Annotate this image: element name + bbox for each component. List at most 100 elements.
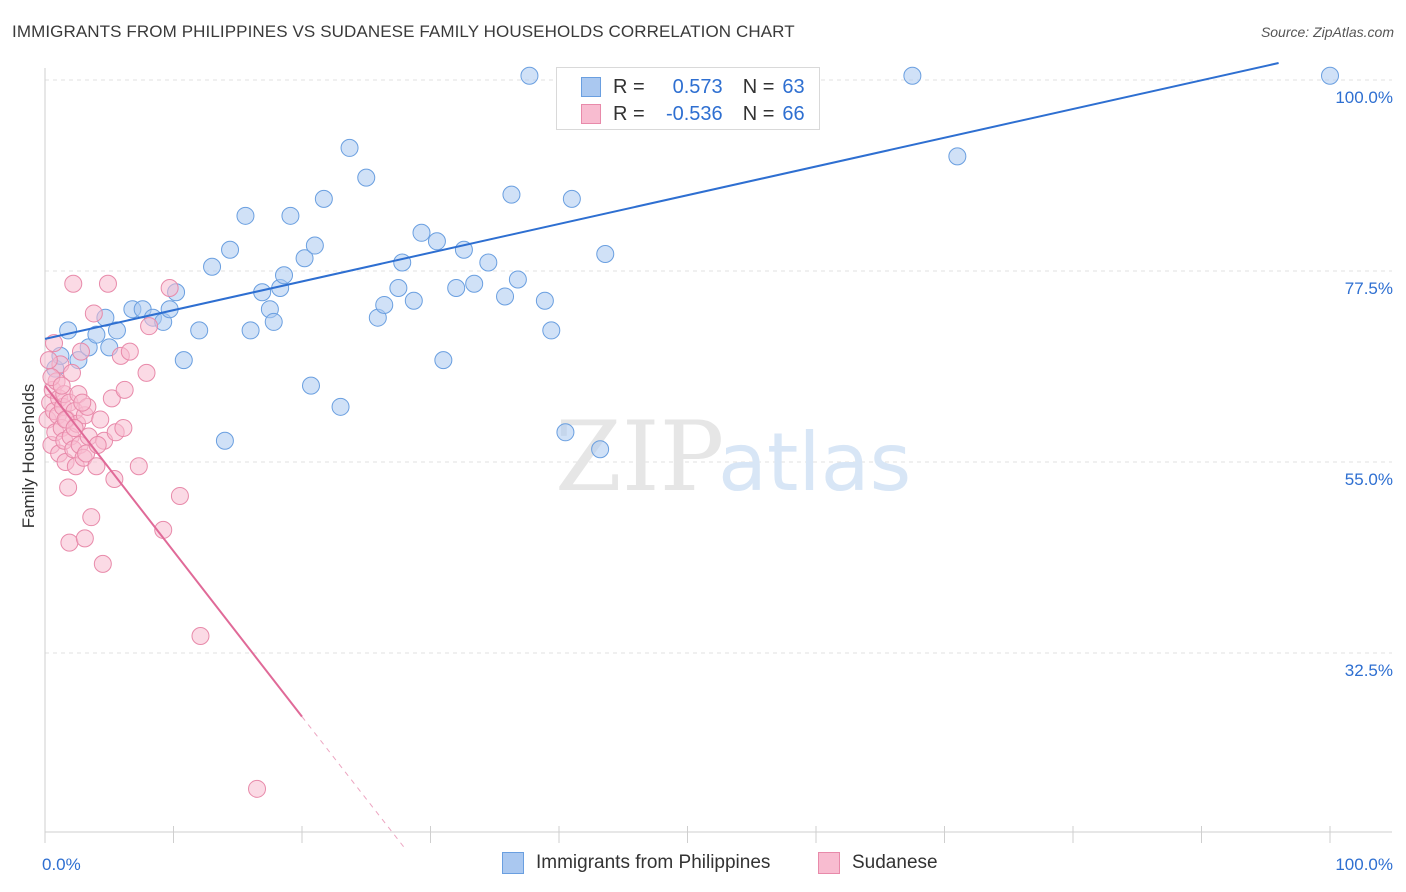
- point-philippines: [264, 312, 283, 331]
- legend-swatch-sudanese: [818, 852, 840, 874]
- point-philippines: [427, 232, 446, 251]
- point-philippines: [502, 185, 521, 204]
- point-philippines: [434, 351, 453, 370]
- point-sudanese: [170, 486, 189, 505]
- point-sudanese: [60, 533, 79, 552]
- trend-lines: [44, 62, 1279, 849]
- legend-label-philippines: Immigrants from Philippines: [536, 852, 771, 873]
- point-sudanese: [140, 317, 159, 336]
- point-philippines: [340, 138, 359, 157]
- point-philippines: [221, 240, 240, 259]
- point-sudanese: [52, 376, 71, 395]
- x-tick-label: 0.0%: [42, 855, 81, 874]
- point-philippines: [556, 423, 575, 442]
- y-tick-label: 55.0%: [1345, 470, 1393, 489]
- point-sudanese: [98, 274, 117, 293]
- point-sudanese: [39, 351, 58, 370]
- tick-labels: 32.5% 55.0% 77.5% 100.0% 0.0% 100.0%: [42, 88, 1393, 874]
- point-philippines: [190, 321, 209, 340]
- point-sudanese: [87, 457, 106, 476]
- gridlines: [45, 79, 1392, 654]
- legend-item-philippines[interactable]: Immigrants from Philippines: [502, 852, 770, 874]
- watermark: ZIP atlas: [555, 401, 911, 513]
- point-philippines: [305, 236, 324, 255]
- point-sudanese: [91, 410, 110, 429]
- legend-swatch-sudanese: [581, 104, 601, 124]
- point-philippines: [174, 351, 193, 370]
- r-label: R =: [613, 75, 645, 98]
- trend-line-sudanese: [44, 384, 303, 718]
- point-philippines: [331, 397, 350, 416]
- point-sudanese: [44, 334, 63, 353]
- y-tick-label: 100.0%: [1335, 88, 1393, 107]
- point-philippines: [236, 206, 255, 225]
- trend-line-sudanese-extension: [301, 716, 406, 849]
- point-sudanese: [71, 342, 90, 361]
- point-philippines: [281, 206, 300, 225]
- legend-label-sudanese: Sudanese: [852, 852, 938, 873]
- y-tick-label: 77.5%: [1345, 279, 1393, 298]
- point-philippines: [535, 291, 554, 310]
- point-sudanese: [105, 469, 124, 488]
- point-sudanese: [114, 419, 133, 438]
- point-sudanese: [115, 380, 134, 399]
- point-philippines: [520, 66, 539, 85]
- point-philippines: [389, 278, 408, 297]
- point-philippines: [275, 266, 294, 285]
- point-philippines: [1321, 66, 1339, 85]
- point-philippines: [314, 189, 333, 208]
- n-label: N =: [742, 75, 775, 98]
- point-philippines: [591, 440, 610, 459]
- point-philippines: [596, 245, 615, 264]
- n-value: 63: [782, 75, 805, 98]
- point-sudanese: [82, 508, 101, 527]
- y-axis-label: Family Households: [19, 384, 38, 529]
- point-philippines: [404, 291, 423, 310]
- legend-item-sudanese[interactable]: Sudanese: [818, 852, 938, 874]
- point-sudanese: [75, 529, 94, 548]
- point-sudanese: [65, 419, 84, 438]
- watermark-atlas: atlas: [718, 416, 911, 509]
- stats-legend: R = 0.573 N = 63 R = -0.536 N = 66: [556, 67, 820, 130]
- point-philippines: [357, 168, 376, 187]
- chart-title: IMMIGRANTS FROM PHILIPPINES VS SUDANESE …: [12, 22, 795, 41]
- point-sudanese: [62, 363, 81, 382]
- point-sudanese: [191, 627, 210, 646]
- point-philippines: [393, 253, 412, 272]
- point-philippines: [375, 295, 394, 314]
- point-philippines: [508, 270, 527, 289]
- r-label: R =: [613, 102, 645, 125]
- watermark-zip: ZIP: [555, 401, 724, 513]
- point-philippines: [496, 287, 515, 306]
- point-philippines: [447, 278, 466, 297]
- point-philippines: [215, 431, 234, 450]
- point-philippines: [479, 253, 498, 272]
- point-philippines: [295, 249, 314, 268]
- point-philippines: [203, 257, 222, 276]
- r-value: 0.573: [672, 75, 723, 98]
- point-sudanese: [84, 304, 103, 323]
- r-value: -0.536: [665, 102, 723, 125]
- point-sudanese: [137, 363, 156, 382]
- legend-row-sudanese: R = -0.536 N = 66: [581, 101, 805, 127]
- trend-line-philippines: [44, 62, 1279, 340]
- legend-swatch-philippines: [581, 77, 601, 97]
- point-sudanese: [248, 779, 267, 798]
- source-label: Source: ZipAtlas.com: [1260, 24, 1394, 40]
- point-philippines: [562, 189, 581, 208]
- point-philippines: [948, 147, 967, 166]
- legend-swatch-philippines: [502, 852, 524, 874]
- legend-row-philippines: R = 0.573 N = 63: [581, 74, 805, 100]
- point-philippines: [241, 321, 260, 340]
- point-philippines: [412, 223, 431, 242]
- point-sudanese: [102, 389, 121, 408]
- point-sudanese: [64, 274, 83, 293]
- point-philippines: [87, 325, 106, 344]
- point-sudanese: [93, 554, 112, 573]
- point-sudanese: [129, 457, 148, 476]
- point-sudanese: [120, 342, 139, 361]
- point-sudanese: [73, 393, 92, 412]
- point-philippines: [903, 66, 922, 85]
- point-philippines: [542, 321, 561, 340]
